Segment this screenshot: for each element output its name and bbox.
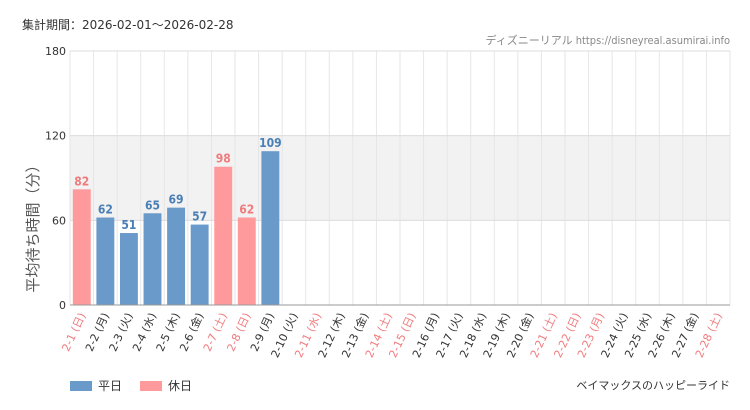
bar-3 xyxy=(119,233,138,305)
bar-4 xyxy=(143,213,162,305)
bar-value-label: 69 xyxy=(169,193,184,207)
bar-value-label: 51 xyxy=(121,218,136,232)
bar-value-label: 62 xyxy=(239,203,254,217)
bar-value-label: 57 xyxy=(192,210,207,224)
period-label: 集計期間：2026-02-01～2026-02-28 xyxy=(22,18,234,32)
bar-value-label: 82 xyxy=(74,174,89,188)
legend: 平日 休日 xyxy=(70,377,192,394)
bar-8 xyxy=(237,217,256,305)
legend-label-holiday: 休日 xyxy=(168,379,193,393)
legend-item-holiday[interactable]: 休日 xyxy=(140,377,192,394)
source-label: ディズニーリアル https://disneyreal.asumirai.inf… xyxy=(485,34,730,47)
bar-1 xyxy=(72,189,91,305)
y-tick-label: 60 xyxy=(52,214,66,227)
bar-7 xyxy=(214,166,233,305)
y-tick-label: 180 xyxy=(45,45,66,58)
legend-item-weekday[interactable]: 平日 xyxy=(70,377,122,394)
bar-value-label: 109 xyxy=(259,136,282,150)
legend-swatch-holiday xyxy=(140,380,163,391)
attraction-caption: ベイマックスのハッピーライド xyxy=(576,379,730,392)
legend-label-weekday: 平日 xyxy=(98,379,123,393)
y-tick-label: 120 xyxy=(45,130,66,143)
y-axis-label-wrap: 平均待ち時間（分） xyxy=(24,157,42,292)
y-tick-label: 0 xyxy=(59,299,66,312)
legend-swatch-weekday xyxy=(70,380,92,391)
bar-value-label: 65 xyxy=(145,198,160,212)
bar-value-label: 98 xyxy=(216,152,231,166)
y-axis-label: 平均待ち時間（分） xyxy=(24,157,42,292)
bar-value-label: 62 xyxy=(98,203,113,217)
bar-5 xyxy=(167,207,186,305)
bar-6 xyxy=(190,224,209,305)
bar-2 xyxy=(96,217,115,305)
bar-9 xyxy=(261,151,280,305)
